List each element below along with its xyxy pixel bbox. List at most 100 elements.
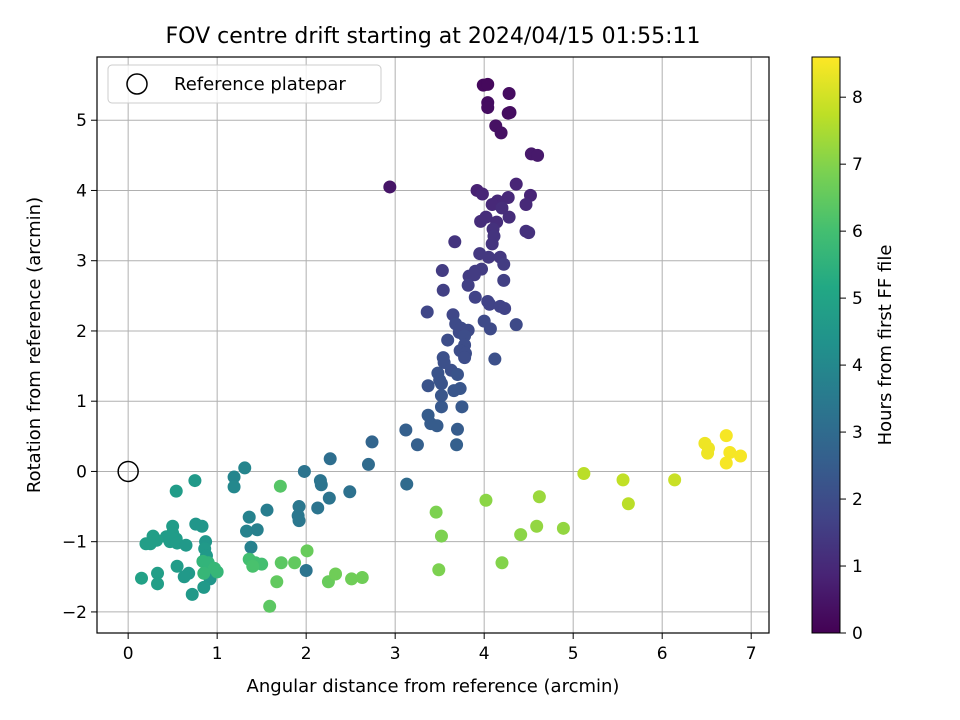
x-tick-label: 6: [657, 644, 668, 664]
scatter-point: [323, 452, 337, 466]
legend-label: Reference platepar: [174, 74, 346, 95]
scatter-point: [270, 575, 284, 589]
scatter-point: [311, 501, 325, 515]
x-tick-label: 0: [123, 644, 134, 664]
scatter-point: [723, 445, 737, 459]
scatter-point: [197, 580, 211, 594]
scatter-point: [719, 456, 733, 470]
scatter-point: [483, 322, 497, 336]
scatter-point: [179, 538, 193, 552]
scatter-point: [502, 87, 516, 101]
scatter-point: [556, 521, 570, 535]
scatter-point: [434, 377, 448, 391]
scatter-point: [429, 505, 443, 519]
scatter-point: [314, 478, 328, 492]
scatter-point: [345, 572, 359, 586]
y-tick-label: −2: [62, 603, 87, 623]
scatter-point: [495, 201, 509, 215]
scatter-point: [481, 77, 495, 91]
scatter-point: [519, 198, 533, 212]
grid: [97, 57, 769, 633]
plot-area: [97, 57, 769, 633]
x-tick-label: 5: [568, 644, 579, 664]
scatter-point: [260, 503, 274, 517]
scatter-point: [485, 198, 499, 212]
scatter-point: [299, 563, 313, 577]
scatter-point: [530, 519, 544, 533]
scatter-point: [188, 474, 202, 488]
scatter-point: [355, 571, 369, 585]
scatter-point: [420, 305, 434, 319]
scatter-point: [501, 190, 515, 204]
scatter-point: [246, 559, 260, 573]
scatter-point: [461, 278, 475, 292]
plot-frame: [96, 56, 770, 634]
scatter-point: [494, 126, 508, 140]
scatter-point: [434, 400, 448, 414]
scatter-point: [482, 250, 496, 264]
scatter-point: [227, 470, 241, 484]
scatter-point: [616, 473, 630, 487]
scatter-point: [432, 563, 446, 577]
scatter-point: [448, 235, 462, 249]
scatter-point: [621, 497, 635, 511]
scatter-point: [479, 493, 493, 507]
scatter-point: [383, 180, 397, 194]
scatter-point: [483, 297, 497, 311]
y-tick-label: 0: [76, 462, 87, 482]
colorbar-gradient: [811, 56, 841, 634]
scatter-point: [458, 351, 472, 365]
scatter-point: [514, 528, 528, 542]
scatter-point: [481, 101, 495, 115]
scatter-point: [343, 485, 357, 499]
scatter-point: [151, 577, 165, 591]
scatter-point: [244, 540, 258, 554]
scatter-point: [288, 556, 302, 570]
scatter-point: [577, 467, 591, 481]
scatter-point: [399, 423, 413, 437]
y-tick-label: 5: [76, 111, 87, 131]
scatter-point: [263, 599, 277, 613]
scatter-point: [509, 318, 523, 332]
colorbar-ticks: 0 1 2 3 4 5 6 7 8: [840, 88, 863, 644]
scatter-point: [474, 214, 488, 228]
scatter-point: [434, 529, 448, 543]
scatter-point: [177, 570, 191, 584]
scatter-point: [435, 264, 449, 278]
colorbar-tick-label: 8: [852, 88, 863, 108]
x-axis-ticks: 0 1 2 3 4 5 6 7: [123, 633, 757, 664]
colorbar-tick-label: 1: [852, 557, 863, 577]
y-tick-label: 3: [76, 252, 87, 272]
scatter-point: [365, 435, 379, 449]
scatter-point: [488, 352, 502, 366]
x-tick-label: 1: [212, 644, 223, 664]
scatter-point: [400, 477, 414, 491]
reference-point-ring: [117, 460, 139, 483]
scatter-point: [139, 537, 153, 551]
scatter-point: [430, 419, 444, 433]
y-tick-label: 1: [76, 392, 87, 412]
colorbar-label: Hours from first FF file: [875, 245, 896, 446]
x-tick-label: 7: [746, 644, 757, 664]
scatter-point: [450, 368, 464, 382]
scatter-point: [734, 449, 748, 463]
scatter-point: [498, 301, 512, 315]
scatter-point: [274, 556, 288, 570]
scatter-point: [509, 177, 523, 191]
y-axis-label: Rotation from reference (arcmin): [24, 197, 45, 493]
colorbar-tick-label: 3: [852, 423, 863, 443]
scatter-point: [668, 473, 682, 487]
scatter-point: [485, 237, 499, 251]
colorbar-tick-label: 2: [852, 490, 863, 510]
scatter-point: [210, 565, 224, 579]
colorbar-tick-label: 7: [852, 155, 863, 175]
x-axis-label: Angular distance from reference (arcmin): [247, 676, 620, 697]
scatter-point: [701, 446, 715, 460]
scatter-point: [240, 524, 254, 538]
scatter-point: [410, 438, 424, 452]
y-axis-ticks: −2 −1 0 1 2 3 4 5: [62, 111, 97, 623]
scatter-point: [361, 457, 375, 471]
scatter-point: [467, 268, 481, 282]
scatter-point: [292, 514, 306, 528]
